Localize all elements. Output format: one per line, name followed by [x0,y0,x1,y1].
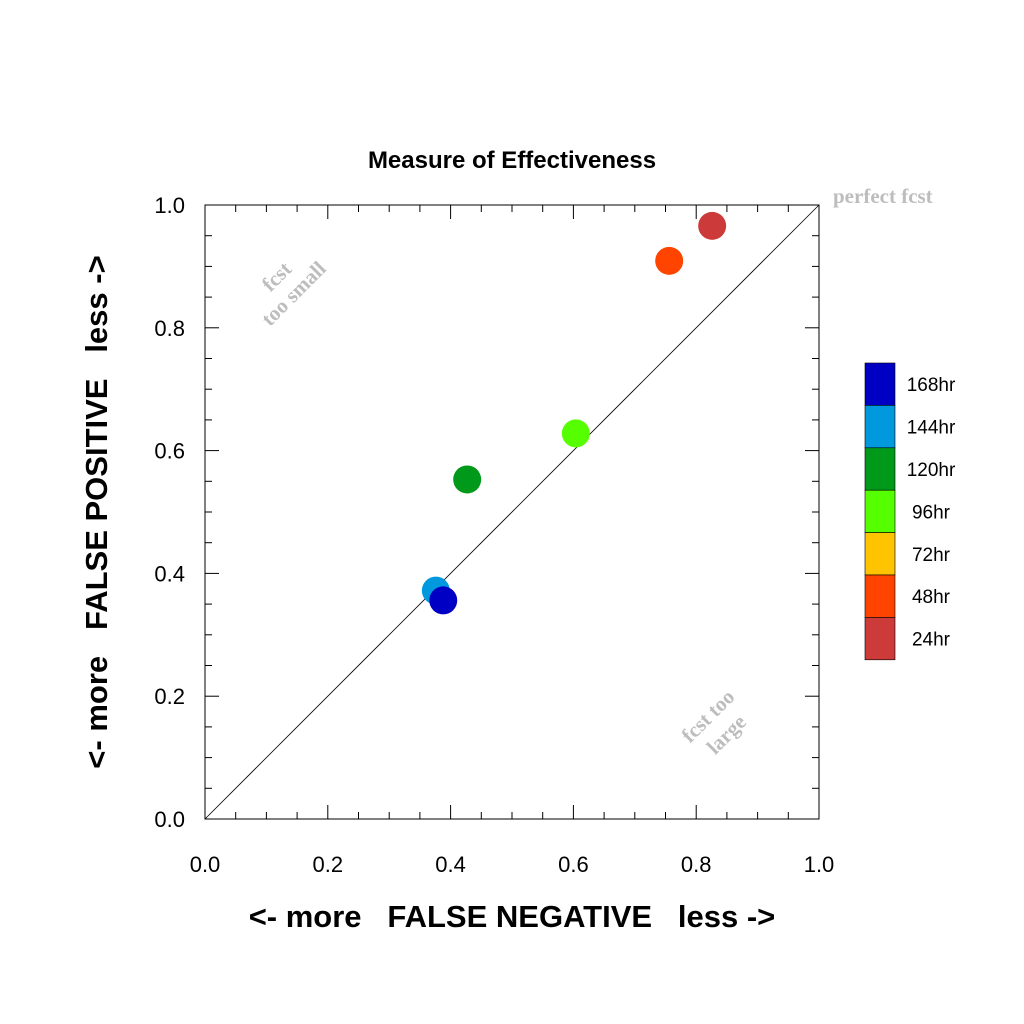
legend-swatch-48hr [864,574,896,618]
y-tick-label: 0.2 [154,684,185,709]
legend-swatch-144hr [864,405,896,449]
data-point-48hr [655,246,684,275]
legend-label-144hr: 144hr [907,418,956,439]
data-points [421,211,727,615]
data-point-168hr [429,586,458,615]
legend-label-120hr: 120hr [907,460,956,481]
data-point-24hr [698,211,727,240]
y-tick-label: 1.0 [154,193,185,218]
y-axis-label: <- more FALSE POSITIVE less -> [79,255,114,768]
y-tick-label: 0.0 [154,807,185,832]
x-tick-label: 0.4 [435,852,466,877]
legend-label-168hr: 168hr [907,375,956,396]
y-tick-label: 0.6 [154,439,185,464]
legend-swatch-168hr [864,362,896,406]
legend-swatch-96hr [864,489,896,533]
tick-labels: 0.0 0.2 0.4 0.6 0.8 1.0 0.0 0.2 0.4 0.6 0.8 1.0 [154,193,834,877]
y-tick-label: 0.4 [154,561,185,586]
x-tick-label: 0.6 [558,852,589,877]
legend-label-72hr: 72hr [912,545,951,566]
x-axis-label: <- more FALSE NEGATIVE less -> [249,899,776,934]
legend-label-48hr: 48hr [912,587,951,608]
legend-label-24hr: 24hr [912,630,951,651]
x-tick-label: 1.0 [804,852,835,877]
x-tick-label: 0.0 [190,852,221,877]
legend-swatch-120hr [864,447,896,491]
data-point-96hr [561,419,590,448]
x-tick-label: 0.2 [313,852,344,877]
legend-swatch-24hr [864,617,896,661]
legend-label-96hr: 96hr [912,502,951,523]
perfect-forecast-line [204,204,820,820]
legend: 168hr 144hr 120hr 96hr 72hr 48hr 24hr [864,362,956,661]
annotation-perfect-fcst: perfect fcst [833,184,933,208]
chart-title: Measure of Effectiveness [368,147,656,174]
plot-frame [204,204,820,820]
x-tick-label: 0.8 [681,852,712,877]
data-point-120hr [453,465,482,494]
y-tick-label: 0.8 [154,316,185,341]
legend-swatch-72hr [864,532,896,576]
